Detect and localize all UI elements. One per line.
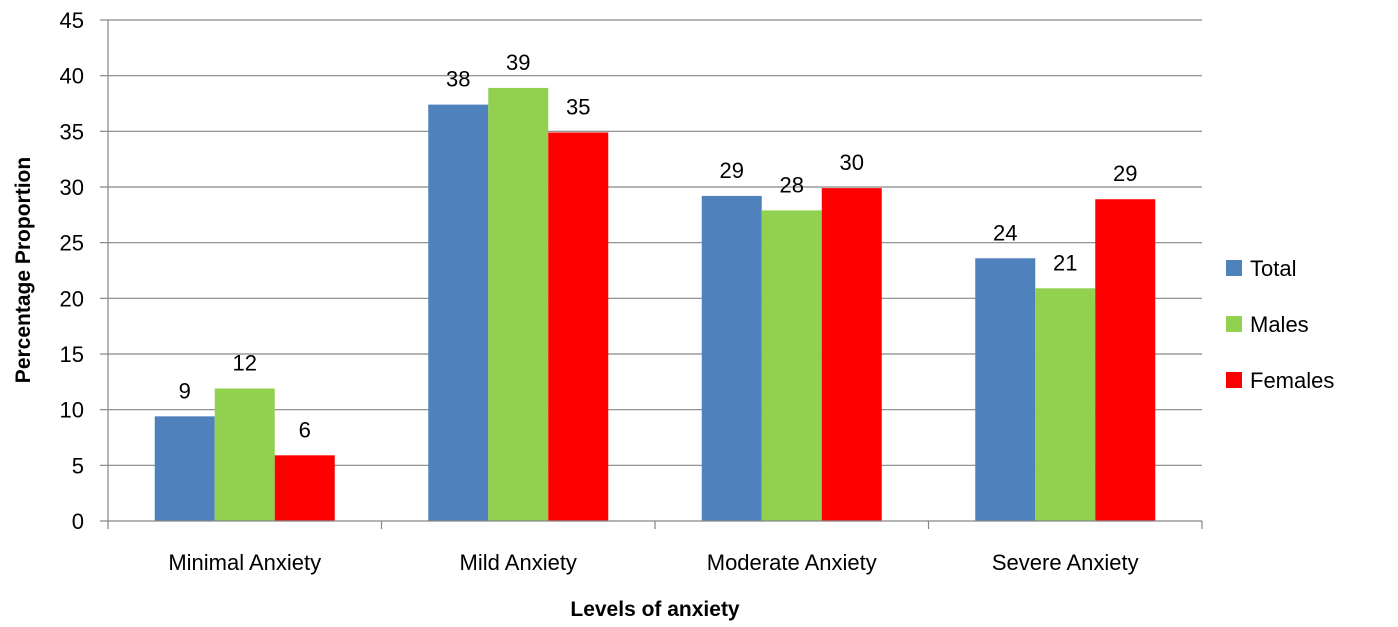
y-tick-label: 5 <box>72 453 84 478</box>
data-label: 38 <box>446 67 470 92</box>
data-label: 35 <box>566 94 590 119</box>
y-axis-title: Percentage Proportion <box>12 157 35 383</box>
data-label: 30 <box>840 150 864 175</box>
x-tick-label: Moderate Anxiety <box>707 550 877 575</box>
y-tick-label: 35 <box>60 119 84 144</box>
data-label: 21 <box>1053 250 1077 275</box>
x-axis-title: Levels of anxiety <box>570 598 740 621</box>
bar-males-2 <box>761 210 822 521</box>
x-tick-label: Minimal Anxiety <box>168 550 321 575</box>
legend-swatch-females <box>1226 372 1242 388</box>
bar-females-0 <box>274 455 335 521</box>
data-label: 28 <box>780 172 804 197</box>
data-labels: 9 12 6 38 39 35 29 28 30 24 21 29 <box>179 50 1138 442</box>
y-tick-label: 25 <box>60 231 84 256</box>
bar-males-0 <box>214 388 275 521</box>
bar-total-0 <box>154 416 215 521</box>
legend-swatch-males <box>1226 316 1242 332</box>
legend-label: Males <box>1250 312 1309 337</box>
y-tick-label: 30 <box>60 175 84 200</box>
y-tick-label: 0 <box>72 509 84 534</box>
data-label: 39 <box>506 50 530 75</box>
legend-label: Females <box>1250 368 1334 393</box>
bar-females-3 <box>1095 199 1156 521</box>
data-label: 9 <box>179 378 191 403</box>
data-label: 29 <box>1113 161 1137 186</box>
y-tick-label: 10 <box>60 398 84 423</box>
data-label: 24 <box>993 220 1017 245</box>
data-label: 29 <box>720 158 744 183</box>
x-tick-label: Mild Anxiety <box>460 550 577 575</box>
y-axis-tick-labels: 0 5 10 15 20 25 30 35 40 45 <box>60 8 84 534</box>
y-tick-label: 20 <box>60 286 84 311</box>
gridlines <box>108 19 1202 466</box>
y-tick-label: 40 <box>60 64 84 89</box>
data-label: 12 <box>233 351 257 376</box>
y-tick-label: 15 <box>60 342 84 367</box>
legend-label: Total <box>1250 256 1296 281</box>
x-axis-category-labels: Minimal Anxiety Mild Anxiety Moderate Anxi… <box>168 550 1138 575</box>
data-label: 6 <box>299 417 311 442</box>
bar-total-3 <box>975 258 1036 521</box>
bars <box>154 87 1156 522</box>
legend-swatch-total <box>1226 260 1242 276</box>
x-tick-label: Severe Anxiety <box>992 550 1139 575</box>
bar-total-2 <box>701 195 762 521</box>
y-tick-label: 45 <box>60 8 84 33</box>
legend: Total Males Females <box>1226 256 1334 393</box>
bar-males-3 <box>1035 288 1096 521</box>
bar-males-1 <box>488 87 549 521</box>
bar-females-1 <box>548 132 609 522</box>
bar-females-2 <box>821 188 882 521</box>
bar-total-1 <box>428 104 489 521</box>
axes <box>100 19 1203 529</box>
